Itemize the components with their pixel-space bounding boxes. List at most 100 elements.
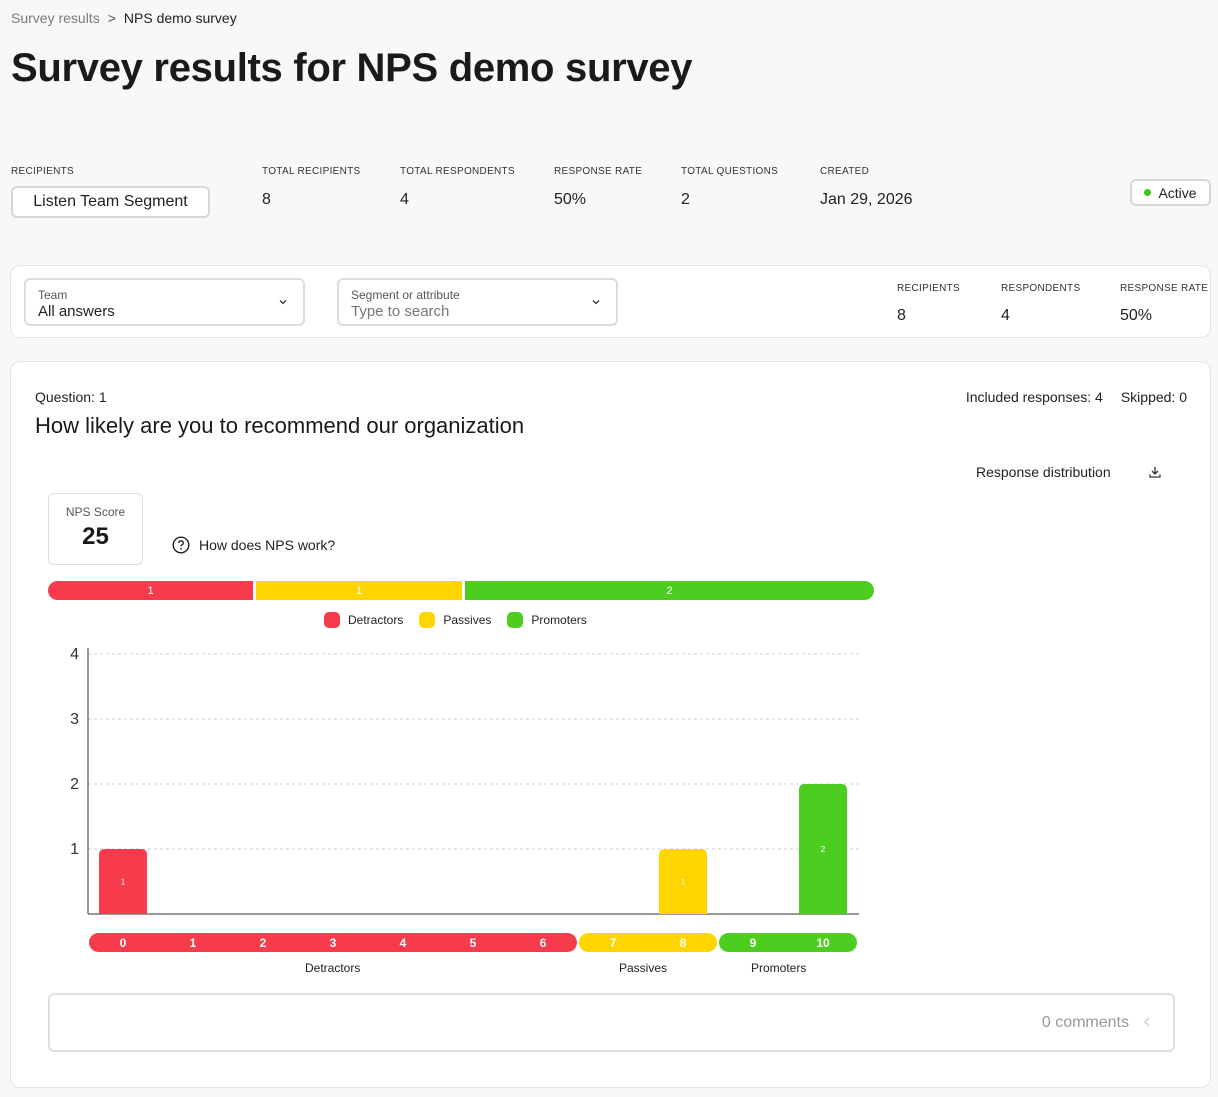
x-tick-label-5: 5 xyxy=(470,936,477,950)
chevron-left-icon[interactable] xyxy=(1141,1015,1153,1029)
bar-data-label: 2 xyxy=(821,845,826,854)
status-dot-icon xyxy=(1144,189,1152,196)
total-questions-value: 2 xyxy=(681,191,690,208)
breadcrumb-parent-link[interactable]: Survey results xyxy=(11,10,100,26)
filter-rate-value: 50% xyxy=(1120,307,1153,324)
y-tick-label: 1 xyxy=(70,841,79,858)
nps-bar-chart: 1 2 3 4 1 1 2 0 1 2 3 4 5 6 7 8 9 10 xyxy=(70,646,859,952)
detractors-segment: 1 xyxy=(48,581,253,600)
total-questions-label: TOTAL QUESTIONS xyxy=(681,166,779,177)
filter-respondents-value: 4 xyxy=(1001,307,1010,324)
created-stat: CREATED Jan 29, 2026 xyxy=(820,166,913,209)
status-label: Active xyxy=(1158,184,1197,201)
group-label-promoters: Promoters xyxy=(751,961,807,975)
question-meta: Included responses: 4 Skipped: 0 xyxy=(966,389,1187,405)
nps-help-link[interactable]: How does NPS work? xyxy=(172,536,335,554)
filter-rate-stat: RESPONSE RATE 50% xyxy=(1120,283,1208,325)
team-select-label: Team xyxy=(38,288,68,302)
x-tick-label-7: 7 xyxy=(610,936,617,950)
created-label: CREATED xyxy=(820,166,870,177)
created-value: Jan 29, 2026 xyxy=(820,191,913,208)
total-recipients-value: 8 xyxy=(262,191,271,208)
x-tick-label-10: 10 xyxy=(816,936,830,950)
bar-score-8 xyxy=(659,849,707,914)
segment-search-input[interactable]: Type to search xyxy=(351,303,450,320)
segment-attribute-select[interactable]: Segment or attribute Type to search xyxy=(337,278,618,326)
breadcrumb: Survey results > NPS demo survey xyxy=(11,10,237,26)
x-tick-label-8: 8 xyxy=(680,936,687,950)
legend-promoters: Promoters xyxy=(507,612,587,628)
promoters-score-pill xyxy=(719,933,857,952)
download-icon[interactable] xyxy=(1148,465,1162,479)
legend-swatch-passives xyxy=(419,612,436,628)
response-rate-label: RESPONSE RATE xyxy=(554,166,643,177)
filter-respondents-label: RESPONDENTS xyxy=(1001,283,1081,294)
group-label-passives: Passives xyxy=(619,961,668,975)
chevron-down-icon xyxy=(592,300,600,305)
question-title: How likely are you to recommend our orga… xyxy=(35,413,525,438)
response-distribution-label: Response distribution xyxy=(976,464,1111,480)
nps-help-text: How does NPS work? xyxy=(199,537,336,553)
group-label-detractors: Detractors xyxy=(305,961,361,975)
legend-swatch-detractors xyxy=(324,612,340,628)
segment-select-label: Segment or attribute xyxy=(351,288,460,302)
breadcrumb-current: NPS demo survey xyxy=(123,10,237,26)
team-select[interactable]: Team All answers xyxy=(24,278,305,326)
y-tick-label: 3 xyxy=(70,711,79,728)
legend-detractors: Detractors xyxy=(324,612,403,628)
promoters-segment: 2 xyxy=(465,581,874,600)
bar-score-10 xyxy=(799,784,847,914)
y-tick-label: 2 xyxy=(70,776,79,793)
x-tick-label-1: 1 xyxy=(190,936,197,950)
response-rate-stat: RESPONSE RATE 50% xyxy=(554,166,642,209)
included-responses: Included responses: 4 xyxy=(965,389,1103,405)
filter-recipients-label: RECIPIENTS xyxy=(897,283,961,294)
recipients-stat: RECIPIENTS xyxy=(11,166,74,177)
filter-recipients-stat: RECIPIENTS 8 xyxy=(897,283,960,325)
promoters-count: 2 xyxy=(666,584,673,597)
legend-label-detractors: Detractors xyxy=(348,613,404,627)
x-tick-label-4: 4 xyxy=(400,936,407,950)
nps-score-value: 25 xyxy=(82,523,109,550)
question-card: Question: 1 How likely are you to recomm… xyxy=(10,361,1211,1088)
skipped-responses: Skipped: 0 xyxy=(1120,389,1187,405)
total-respondents-stat: TOTAL RESPONDENTS 4 xyxy=(400,166,515,209)
total-questions-stat: TOTAL QUESTIONS 2 xyxy=(681,166,778,209)
breadcrumb-separator: > xyxy=(107,10,116,26)
x-tick-label-2: 2 xyxy=(260,936,267,950)
x-tick-label-6: 6 xyxy=(540,936,547,950)
total-recipients-label: TOTAL RECIPIENTS xyxy=(262,166,361,177)
x-tick-label-9: 9 xyxy=(750,936,757,950)
legend-label-promoters: Promoters xyxy=(531,613,587,627)
chevron-down-icon xyxy=(279,300,287,305)
nps-distribution-bar: 1 1 2 xyxy=(48,581,874,600)
question-number: Question: 1 xyxy=(35,389,107,405)
bar-score-0 xyxy=(99,849,147,914)
response-rate-value: 50% xyxy=(554,191,587,208)
passives-count: 1 xyxy=(355,584,363,597)
question-circle-icon xyxy=(172,536,190,554)
nps-score-box: NPS Score 25 xyxy=(48,493,143,565)
legend-passives: Passives xyxy=(419,612,491,628)
filter-bar: Team All answers Segment or attribute Ty… xyxy=(10,265,1211,338)
passives-segment: 1 xyxy=(256,581,462,600)
comments-panel[interactable]: 0 comments xyxy=(48,993,1175,1052)
page-title: Survey results for NPS demo survey xyxy=(11,46,693,90)
detractors-count: 1 xyxy=(147,584,154,597)
legend-swatch-promoters xyxy=(507,612,524,628)
passives-score-pill xyxy=(579,933,717,952)
status-badge: Active xyxy=(1130,179,1211,206)
total-recipients-stat: TOTAL RECIPIENTS 8 xyxy=(262,166,361,209)
total-respondents-label: TOTAL RESPONDENTS xyxy=(400,166,515,177)
segment-pill[interactable]: Listen Team Segment xyxy=(11,186,210,218)
detractors-score-pill xyxy=(89,933,577,952)
x-tick-label-0: 0 xyxy=(120,936,127,950)
total-respondents-value: 4 xyxy=(400,191,409,208)
comments-count: 0 comments xyxy=(1041,1014,1129,1031)
nps-score-label: NPS Score xyxy=(65,505,126,519)
recipients-label: RECIPIENTS xyxy=(11,166,75,177)
bar-data-label: 1 xyxy=(121,878,126,887)
y-tick-label: 4 xyxy=(70,646,79,663)
legend-label-passives: Passives xyxy=(443,613,492,627)
chart-legend: Detractors Passives Promoters xyxy=(324,612,587,628)
